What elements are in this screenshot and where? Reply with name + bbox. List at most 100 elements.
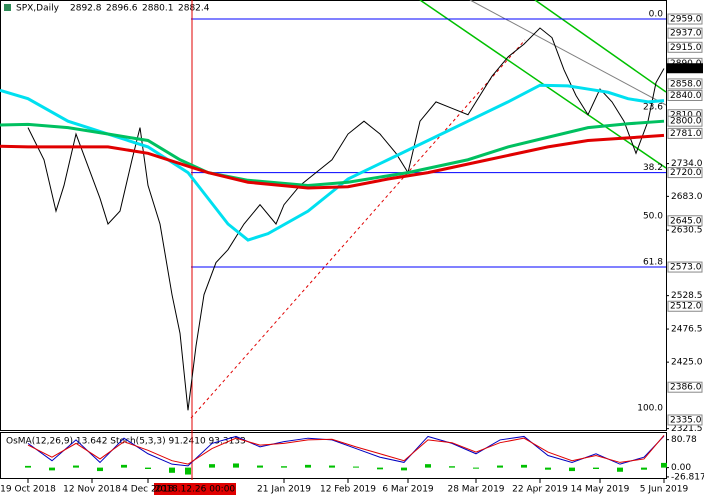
osma-bar [377,467,383,470]
level-box [667,89,703,101]
y-tick-label: 2683.0 [671,192,703,202]
osma-bar [661,462,667,468]
y-tick-label: 2476.5 [671,325,703,335]
y-tick-label: 2630.5 [671,226,703,236]
channel-line [534,0,667,93]
level-label: 2386.0 [670,383,702,393]
level-label: 2645.0 [670,216,702,226]
x-tick-label: 5 Jun 2019 [640,485,689,495]
indicator-frame [0,432,667,479]
fib-label: 50.0 [643,211,663,221]
level-box [667,78,703,90]
osma-bar [449,466,455,468]
x-tick-label: 4 Dec 2018 [122,485,174,495]
fib-label: 38.2 [643,163,663,173]
level-box [667,261,703,273]
level-box [667,13,703,25]
ohlc-value: 2880.1 [142,4,174,14]
series-line [0,83,665,242]
osma-bar [121,464,127,468]
osma-bar [305,464,311,468]
osma-bar [73,465,79,468]
ohlc-value: 2882.4 [178,4,210,14]
osma-bar [97,467,103,472]
osma-bar [233,463,239,468]
osma-bar [473,467,479,469]
x-tick-label: 19 Oct 2018 [0,485,56,495]
level-label: 2335.0 [670,415,702,425]
cursor-label: 2018.12.26 00:00 [155,485,236,495]
level-label: 2915.0 [670,43,702,53]
last-price-box [667,63,703,74]
level-label: 2781.0 [670,129,702,139]
osma-bar [169,467,175,473]
level-box [667,167,703,179]
level-box [667,300,703,312]
level-label: 2573.0 [670,263,702,273]
osma-bar [617,467,623,472]
stoch-line [27,434,665,465]
level-label: 2800.0 [670,117,702,127]
level-label: 2959.0 [670,15,702,25]
osma-bar [521,464,527,468]
osma-bar [49,467,55,471]
level-label: 2858.0 [670,79,702,89]
chart-title: SPX,Daily [16,4,60,14]
level-box [667,115,703,127]
x-tick-label: 22 Apr 2019 [512,485,568,495]
osma-bar [281,466,287,468]
indicator-tick-label: -26.817 [671,472,704,482]
level-label: 2512.0 [670,302,702,312]
last-price-label: 2882.4 [670,64,702,74]
series-line [0,133,665,190]
osma-bar [185,467,191,475]
level-box [667,41,703,53]
osma-bar [209,464,215,468]
osma-bar [257,465,263,468]
osma-bar [569,467,575,472]
osma-bar [593,467,599,469]
fib-label: 61.8 [643,258,663,268]
ohlc-value: 2896.6 [106,4,138,14]
fib-label: 100.0 [637,403,663,413]
osma-bar [641,467,647,470]
level-box [667,414,703,426]
series-line [27,27,665,411]
y-tick-label: 2425.0 [671,358,703,368]
x-tick-label: 12 Feb 2019 [320,485,376,495]
series-line [0,119,665,187]
y-tick-label: 2321.5 [671,424,703,434]
fib-label: 0.0 [649,10,664,20]
level-box [667,215,703,227]
osma-bar [497,465,503,468]
level-label: 2840.0 [670,91,702,101]
indicator-title: OsMA(12,26,9) 13.642 Stoch(5,3,3) 91.241… [6,437,246,447]
x-tick-label: 28 Mar 2019 [447,485,504,495]
level-box [667,27,703,39]
osma-bar [145,467,151,469]
icon [4,4,11,11]
osma-bar [25,465,31,468]
x-tick-label: 6 Mar 2019 [382,485,434,495]
main-frame [0,0,667,431]
indicator-tick-label: 80.78 [671,435,697,445]
trendline [190,39,526,419]
osma-bar [353,466,359,468]
level-label: 2720.0 [670,168,702,178]
x-tick-label: 21 Jan 2019 [257,485,311,495]
cursor-box [154,483,236,495]
osma-bar [545,467,551,470]
x-tick-label: 12 Nov 2018 [63,485,121,495]
channel-line [469,0,667,106]
indicator-tick-label: 0.00 [671,463,691,473]
level-box [667,381,703,393]
level-box [667,127,703,139]
ohlc-value: 2892.8 [70,4,102,14]
level-label: 2810.0 [670,110,702,120]
osma-bar [401,467,407,471]
osma-bar [425,464,431,468]
y-tick-label: 2734.0 [671,159,703,169]
fib-label: 23.6 [643,103,663,113]
